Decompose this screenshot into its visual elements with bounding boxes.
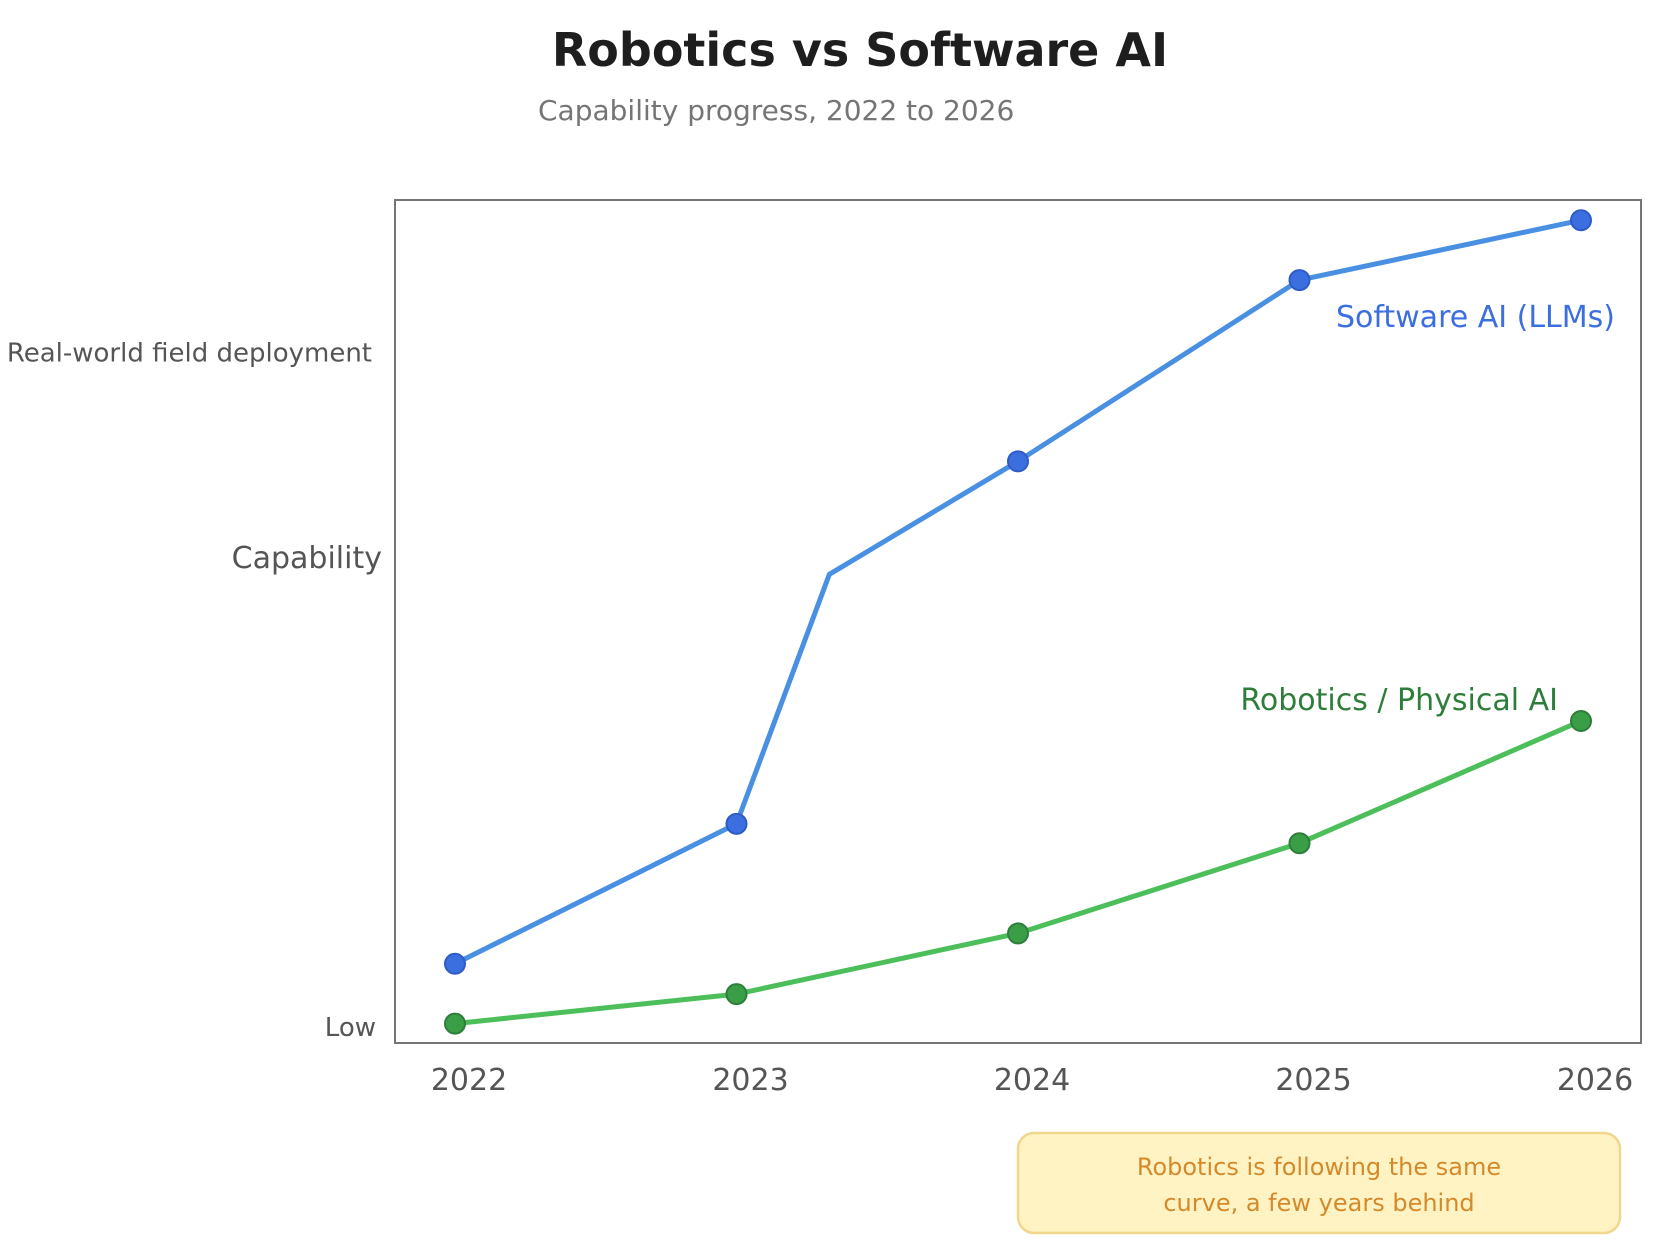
y-annotations: Real-world field deployment Low <box>7 339 376 1043</box>
series-line-0 <box>452 217 1584 967</box>
series-0-point-0 <box>444 952 466 975</box>
series-0-point-4 <box>1570 209 1592 232</box>
series-label-robotics: Robotics / Physical AI <box>1240 683 1558 718</box>
x-tick-label-2026: 2026 <box>1557 1063 1633 1098</box>
series-1-point-4 <box>1570 709 1592 732</box>
series-0-point-2 <box>1007 450 1029 473</box>
series-label-software: Software AI (LLMs) <box>1336 300 1615 335</box>
x-tick-label-2023: 2023 <box>712 1063 788 1098</box>
y-annotation-deployment: Real-world field deployment <box>7 339 372 369</box>
plot-frame <box>394 199 1642 1044</box>
callout-line-1: Robotics is following the same <box>1137 1153 1501 1181</box>
series-0-point-1 <box>725 812 748 835</box>
series-labels: Software AI (LLMs) Robotics / Physical AI <box>1240 300 1615 718</box>
series-1-point-1 <box>725 983 748 1006</box>
series-1-point-2 <box>1007 922 1029 945</box>
callout-background <box>1016 1131 1622 1235</box>
series-layer <box>444 209 1592 1035</box>
x-ticks: 2022 2023 2024 2025 2026 <box>431 1063 1633 1098</box>
y-annotation-low: Low <box>325 1013 376 1043</box>
series-1-point-0 <box>444 1012 466 1035</box>
callout-box: Robotics is following the same curve, a f… <box>1016 1131 1622 1235</box>
series-line-1 <box>452 718 1584 1027</box>
x-tick-label-2024: 2024 <box>994 1063 1070 1098</box>
chart-title: Robotics vs Software AI <box>552 23 1168 77</box>
x-tick-label-2025: 2025 <box>1275 1063 1351 1098</box>
callout-text: Robotics is following the same curve, a f… <box>1137 1153 1501 1217</box>
callout-line-2: curve, a few years behind <box>1163 1189 1474 1217</box>
series-0-point-3 <box>1288 269 1311 292</box>
x-tick-label-2022: 2022 <box>431 1063 507 1098</box>
chart-subtitle: Capability progress, 2022 to 2026 <box>538 94 1014 127</box>
y-axis-label: Capability <box>232 541 382 576</box>
series-1-point-3 <box>1288 832 1311 855</box>
